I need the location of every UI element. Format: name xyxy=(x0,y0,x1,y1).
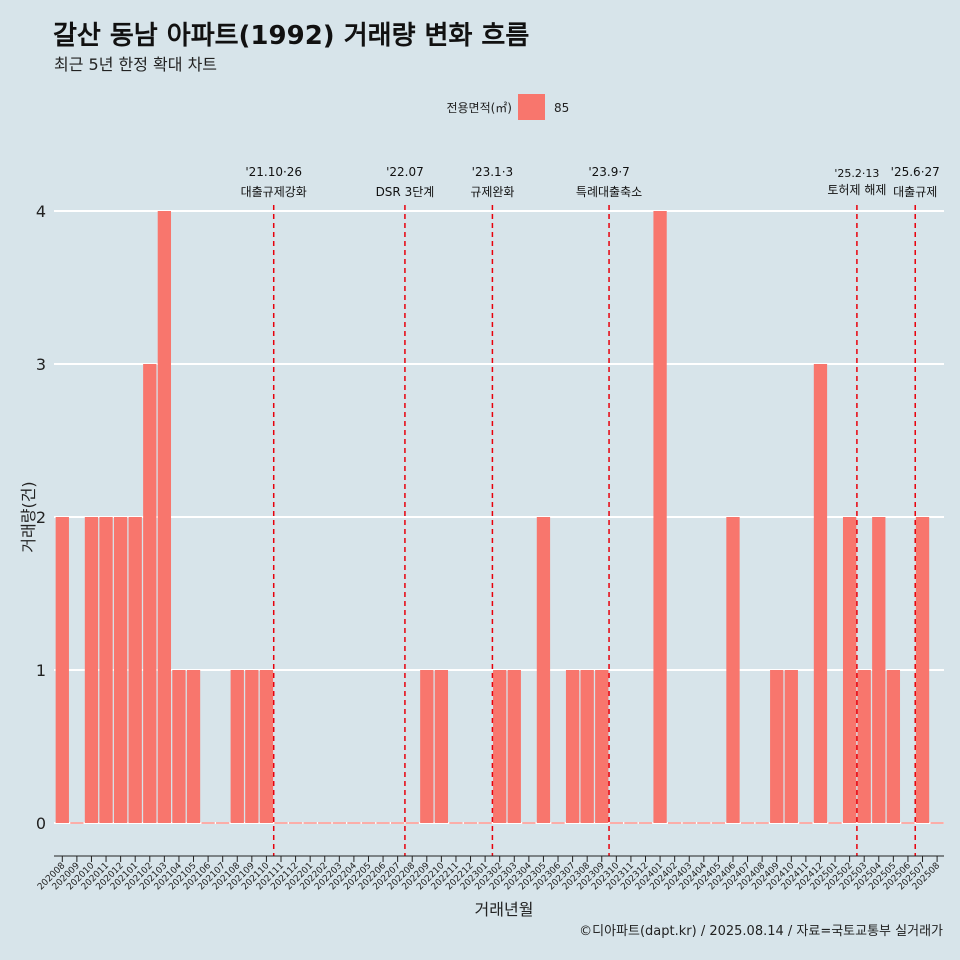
annotation-text-202506: 대출규제 xyxy=(893,185,937,199)
annotation-date-202502: '25.2·13 xyxy=(834,167,879,180)
bar-202110 xyxy=(259,670,274,823)
y-tick-label-1: 1 xyxy=(36,661,46,680)
bar-202108 xyxy=(230,670,244,823)
bar-202505 xyxy=(886,670,901,823)
y-axis-title: 거래량(건) xyxy=(19,481,38,552)
annotation-text-202309: 특례대출축소 xyxy=(576,185,642,199)
legend: 전용면적(㎡) 85 xyxy=(446,94,569,120)
annotation-text-202301: 규제완화 xyxy=(470,185,514,199)
legend-swatch-85 xyxy=(518,94,545,120)
bar-202012 xyxy=(113,517,128,823)
bar-202412 xyxy=(813,364,828,823)
y-tick-label-3: 3 xyxy=(36,355,46,374)
chart-title: 갈산 동남 아파트(1992) 거래량 변화 흐름 xyxy=(53,21,529,51)
bar-202410 xyxy=(784,670,798,823)
annotation-text-202207: DSR 3단계 xyxy=(376,185,435,199)
bar-202502 xyxy=(842,517,857,823)
annotation-date-202110: '21.10·26 xyxy=(245,165,302,179)
bar-202303 xyxy=(507,670,521,823)
bar-202409 xyxy=(770,670,784,823)
bar-202209 xyxy=(420,670,434,823)
annotation-date-202207: '22.07 xyxy=(386,165,424,179)
bar-202507 xyxy=(915,517,930,823)
source-caption: ©디아파트(dapt.kr) / 2025.08.14 / 자료=국토교통부 실… xyxy=(579,924,943,939)
bar-202308 xyxy=(580,670,594,823)
annotation-date-202301: '23.1·3 xyxy=(472,165,513,179)
x-axis-title: 거래년월 xyxy=(475,900,534,919)
bar-202305 xyxy=(536,517,551,823)
bar-202103 xyxy=(157,211,172,823)
y-axis: 0 1 2 3 4 xyxy=(36,202,46,833)
bar-202011 xyxy=(99,517,113,823)
bar-202109 xyxy=(245,670,259,823)
x-axis: 2020082020092020102020112020122021012021… xyxy=(36,855,944,892)
bar-202102 xyxy=(143,364,157,823)
bar-202406 xyxy=(726,517,740,823)
bar-202504 xyxy=(872,517,886,823)
bar-202008 xyxy=(55,517,69,823)
bar-202101 xyxy=(128,517,142,823)
annotation-text-202110: 대출규제강화 xyxy=(241,185,307,199)
bar-202302 xyxy=(493,670,507,823)
annotations: '21.10·26 대출규제강화 '22.07 DSR 3단계 '23.1·3 규제완화 '… xyxy=(241,165,940,856)
bar-202503 xyxy=(857,670,871,823)
bar-202210 xyxy=(434,670,449,823)
bar-202010 xyxy=(84,517,99,823)
legend-title: 전용면적(㎡) xyxy=(446,101,512,115)
annotation-text-202502: 토허제 해제 xyxy=(827,183,886,197)
annotation-date-202506: '25.6·27 xyxy=(891,165,940,179)
bar-202105 xyxy=(186,670,201,823)
y-tick-label-2: 2 xyxy=(36,508,46,527)
annotation-date-202309: '23.9·7 xyxy=(588,165,629,179)
y-tick-label-4: 4 xyxy=(36,202,46,221)
y-tick-label-0: 0 xyxy=(36,814,46,833)
bars xyxy=(55,211,930,823)
legend-label-85: 85 xyxy=(554,101,569,115)
bar-202307 xyxy=(565,670,580,823)
bar-202104 xyxy=(172,670,186,823)
bar-202309 xyxy=(595,670,609,823)
bar-202401 xyxy=(653,211,667,823)
chart-subtitle: 최근 5년 한정 확대 차트 xyxy=(54,55,217,74)
